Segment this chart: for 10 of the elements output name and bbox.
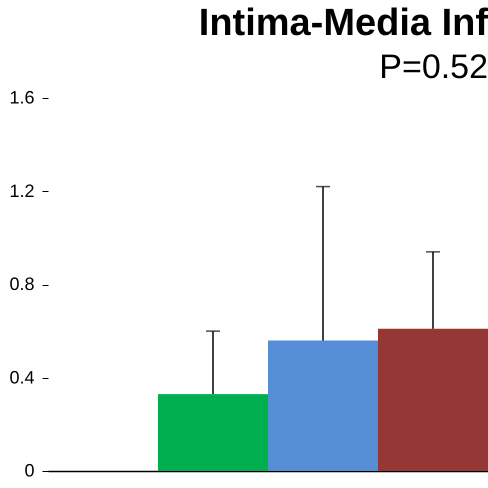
bar (378, 328, 488, 471)
y-tick-label: 0 (24, 460, 34, 480)
bar (158, 394, 268, 471)
y-tick-label: 1.6 (9, 88, 34, 108)
chart-subtitle: P=0.52 (379, 48, 488, 86)
y-tick-label: 0.8 (9, 274, 34, 294)
chart-title: Intima-Media Inf (198, 2, 488, 44)
y-tick-label: 1.2 (9, 180, 34, 201)
y-tick-label: 0.4 (9, 367, 34, 388)
bar (268, 340, 378, 471)
